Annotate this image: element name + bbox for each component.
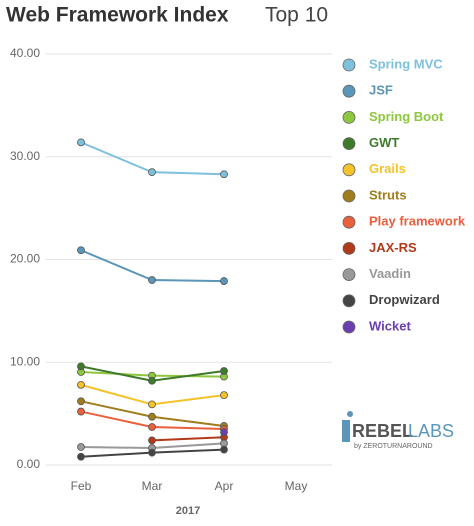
legend-label: Spring MVC — [369, 56, 443, 71]
y-tick-label: 0.00 — [17, 457, 41, 471]
data-point — [148, 376, 156, 385]
data-point — [77, 246, 85, 255]
data-point — [220, 445, 228, 454]
legend-label: Wicket — [369, 318, 411, 333]
data-point — [148, 423, 156, 431]
data-point — [220, 428, 228, 437]
legend-marker — [342, 268, 356, 282]
data-point — [77, 362, 85, 371]
legend-label: Struts — [369, 187, 407, 202]
legend-label: Play framework — [369, 214, 466, 229]
data-point — [77, 138, 85, 147]
data-point — [148, 436, 156, 445]
legend-label: Dropwizard — [369, 292, 440, 307]
y-tick-label: 20.00 — [10, 252, 40, 266]
x-tick-label: Feb — [71, 479, 92, 493]
chart-title: Web Framework Index — [6, 4, 229, 27]
data-point — [148, 448, 156, 457]
x-tick-label: Apr — [215, 479, 234, 493]
logo-sub: by ZEROTURNAROUND — [354, 443, 433, 450]
series-line — [151, 436, 225, 442]
legend-marker — [342, 163, 356, 177]
data-point — [148, 168, 156, 177]
y-tick-label: 10.00 — [10, 354, 40, 368]
x-tick-label: Mar — [142, 479, 163, 493]
legend-marker — [342, 58, 356, 72]
data-point — [220, 367, 228, 375]
legend-label: GWT — [369, 135, 399, 150]
x-tick-label: May — [285, 479, 308, 493]
data-point — [220, 277, 228, 285]
legend-marker — [342, 320, 356, 334]
legend-label: Vaadin — [369, 266, 411, 281]
y-tick-label: 40.00 — [10, 46, 40, 60]
x-axis-label: 2017 — [176, 505, 200, 517]
data-point — [148, 276, 156, 284]
logo-icon — [347, 411, 353, 417]
logo-icon — [342, 420, 350, 442]
legend-marker — [342, 294, 356, 308]
legend-marker — [342, 241, 356, 255]
legend-marker — [342, 215, 356, 229]
data-point — [220, 170, 228, 179]
y-tick-label: 30.00 — [10, 149, 40, 163]
legend-label: JAX-RS — [369, 240, 417, 255]
data-point — [77, 407, 85, 416]
legend-label: Grails — [369, 161, 406, 176]
legend-marker — [342, 111, 356, 124]
data-point — [77, 380, 85, 389]
data-point — [220, 391, 228, 400]
data-point — [148, 400, 156, 409]
data-point — [77, 397, 85, 406]
chart-subtitle: Top 10 — [265, 4, 328, 27]
logo-accent: LABS — [408, 421, 454, 441]
legend-label: Spring Boot — [369, 109, 444, 124]
legend-marker — [342, 84, 356, 98]
legend-marker — [342, 189, 356, 203]
logo: REBEL LABS by ZEROTURNAROUND — [342, 411, 454, 450]
legend-label: JSF — [369, 83, 393, 98]
logo-main: REBEL — [352, 421, 413, 441]
data-point — [148, 412, 156, 421]
legend-marker — [342, 137, 356, 151]
data-point — [77, 452, 85, 461]
data-point — [77, 443, 85, 451]
